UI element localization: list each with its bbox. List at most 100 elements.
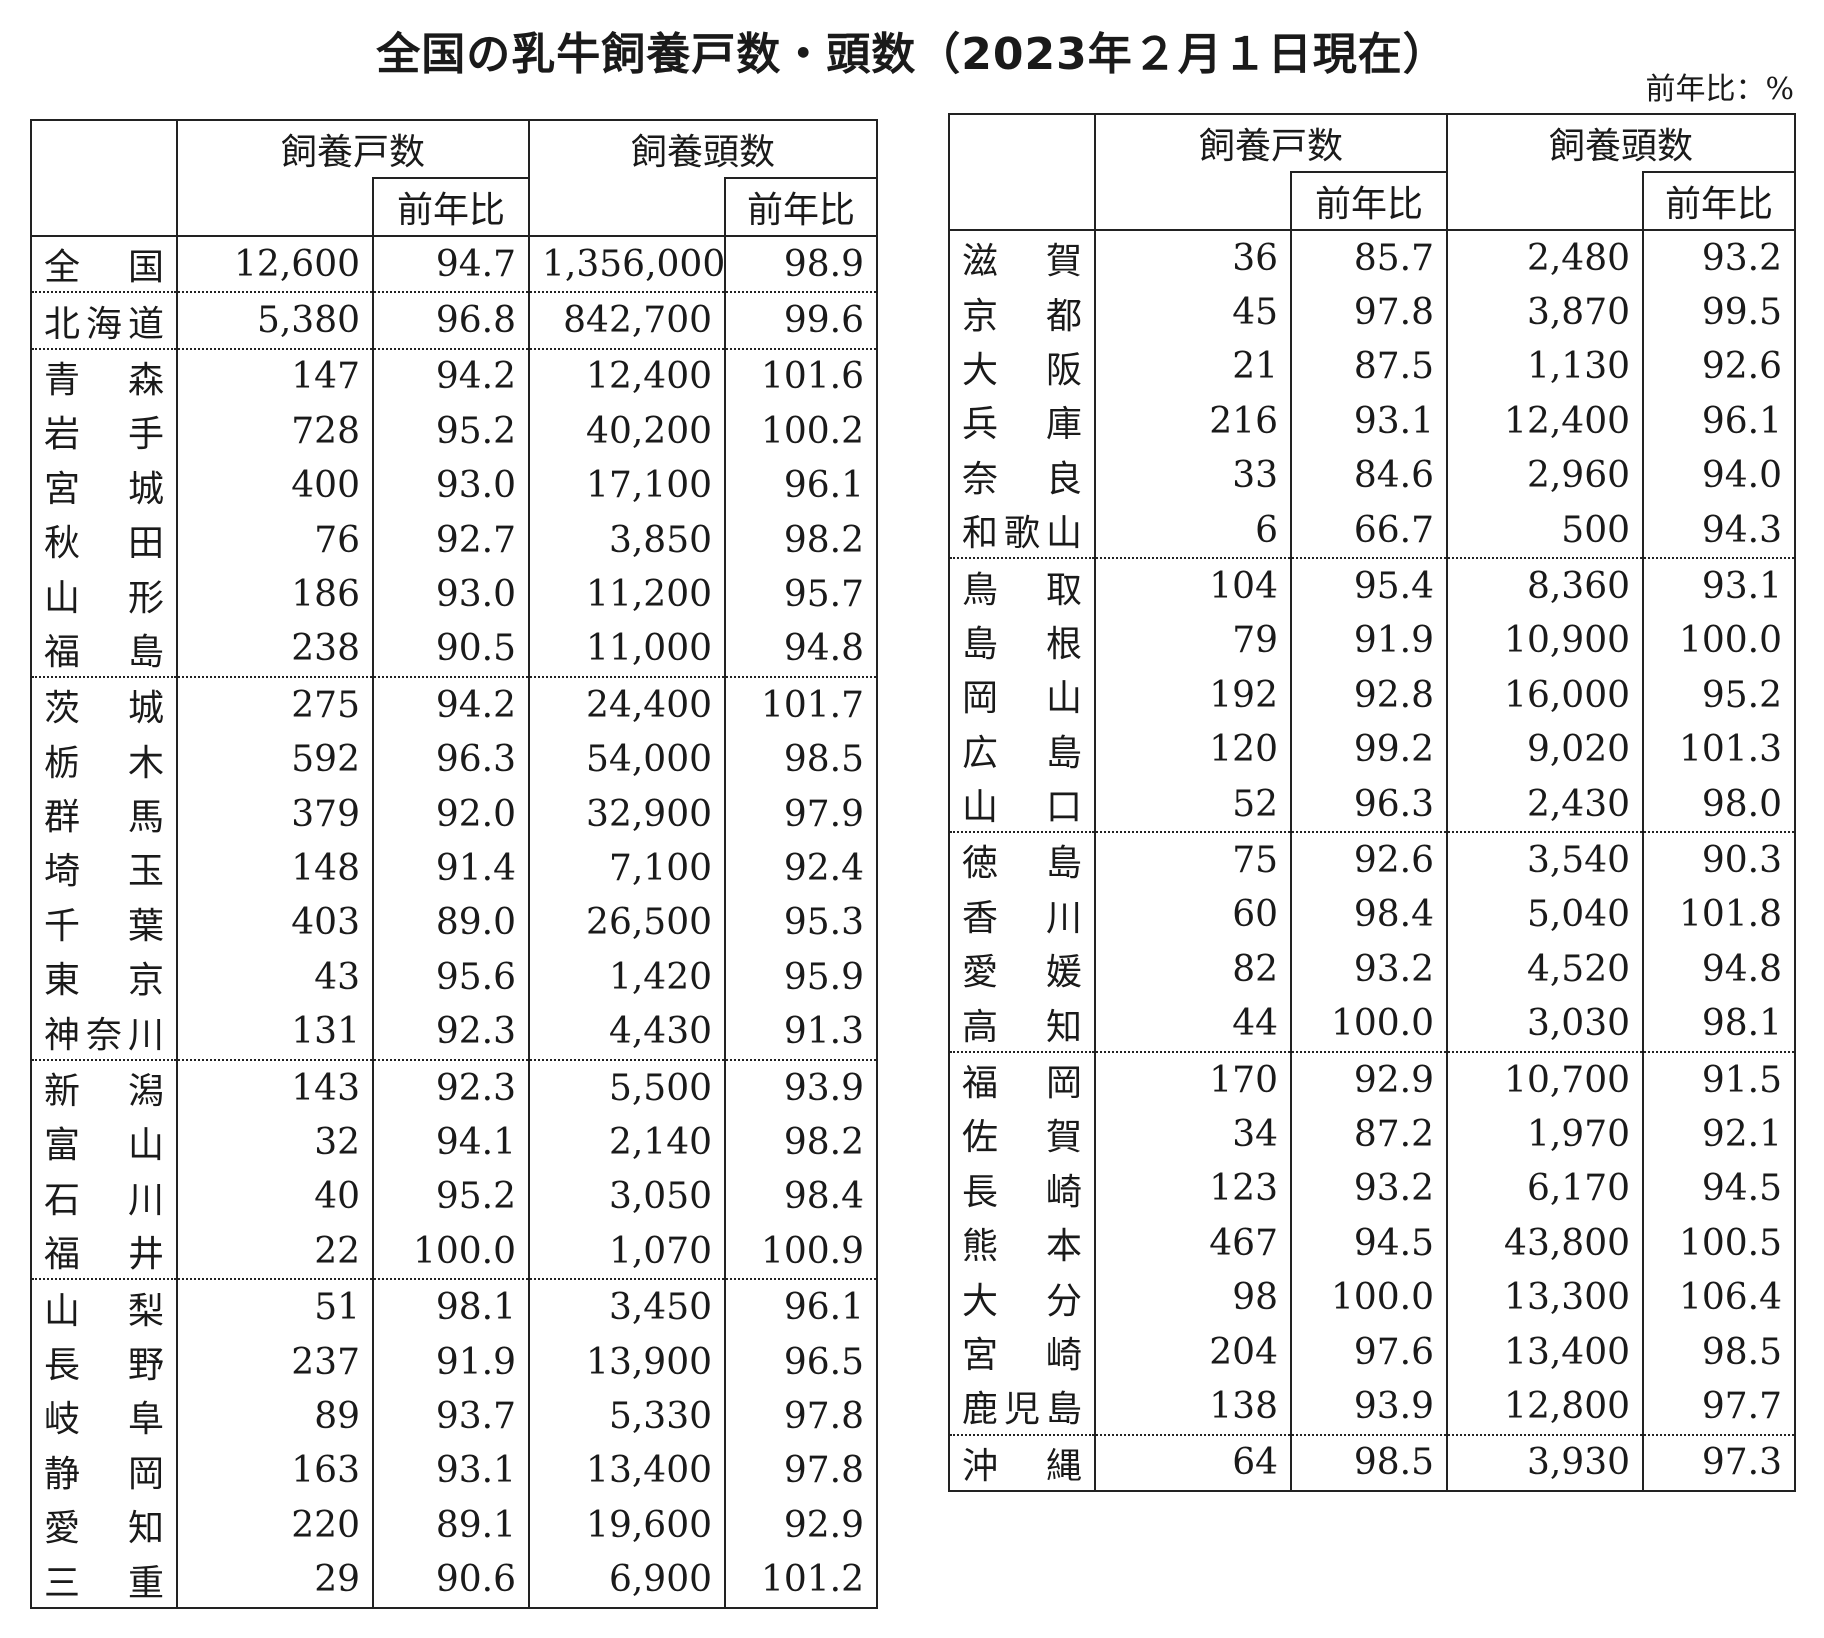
head-count: 54,000: [528, 732, 727, 787]
farms-count: 82: [1094, 942, 1292, 997]
head-yoy: 94.8: [724, 621, 879, 678]
head-yoy-header: 前年比: [1642, 171, 1797, 231]
farms-yoy: 96.8: [371, 291, 531, 349]
table-row: 和歌山 6 66.7 500 94.3: [948, 502, 1797, 559]
farms-count: 98: [1094, 1270, 1292, 1325]
page-title: 全国の乳牛飼養戸数・頭数（2023年２月１日現在）: [376, 29, 1448, 80]
farms-count: 60: [1094, 887, 1292, 943]
farms-yoy: 98.1: [371, 1278, 531, 1335]
farms-yoy: 94.1: [371, 1115, 531, 1170]
head-yoy: 99.5: [1642, 285, 1797, 340]
farms-count: 592: [176, 732, 374, 787]
head-yoy: 95.3: [724, 895, 879, 951]
farms-yoy: 90.6: [371, 1552, 531, 1608]
farms-count: 89: [176, 1389, 374, 1444]
head-count: 11,200: [528, 567, 727, 622]
farms-yoy: 84.6: [1289, 448, 1449, 503]
table-row: 岩 手 728 95.2 40,200 100.2: [30, 404, 879, 459]
farms-yoy: 100.0: [371, 1224, 531, 1280]
prefecture-name: 奈 良: [948, 448, 1096, 503]
farms-yoy-header: 前年比: [1289, 171, 1449, 231]
head-yoy: 94.0: [1642, 448, 1797, 503]
prefecture-name: 宮 城: [30, 458, 178, 513]
farms-count: 52: [1094, 776, 1292, 833]
farms-yoy: 97.8: [1289, 285, 1449, 340]
farms-count: 43: [176, 950, 374, 1005]
table-row: 宮 崎 204 97.6 13,400 98.5: [948, 1324, 1797, 1380]
head-count: 16,000: [1446, 668, 1645, 723]
prefecture-name: 岐 阜: [30, 1389, 178, 1444]
table-row: 広 島 120 99.2 9,020 101.3: [948, 722, 1797, 777]
farms-count: 34: [1094, 1107, 1292, 1162]
head-count: 1,130: [1446, 339, 1645, 395]
head-yoy: 101.3: [1642, 722, 1797, 777]
prefecture-name: 京 都: [948, 285, 1096, 340]
table-row: 富 山 32 94.1 2,140 98.2: [30, 1115, 879, 1170]
head-yoy: 98.4: [724, 1169, 879, 1225]
head-count: 2,140: [528, 1115, 727, 1170]
corner-cell: [948, 114, 1096, 231]
prefecture-name: 茨 城: [30, 676, 178, 733]
farms-count: 728: [176, 404, 374, 459]
farms-count: 6: [1094, 502, 1292, 559]
farms-count: 237: [176, 1334, 374, 1390]
head-yoy: 96.1: [724, 458, 879, 513]
farms-count: 186: [176, 567, 374, 622]
prefecture-name: 広 島: [948, 722, 1096, 777]
prefecture-name: 愛 媛: [948, 942, 1096, 997]
table-row: 福 島 238 90.5 11,000 94.8: [30, 621, 879, 678]
farms-yoy: 93.0: [371, 567, 531, 622]
table-row: 島 根 79 91.9 10,900 100.0: [948, 613, 1797, 669]
head-count: 17,100: [528, 458, 727, 513]
farms-count: 22: [176, 1224, 374, 1280]
table-row: 徳 島 75 92.6 3,540 90.3: [948, 831, 1797, 888]
head-count: 32,900: [528, 786, 727, 842]
farms-count: 76: [176, 512, 374, 568]
farms-count: 238: [176, 621, 374, 678]
head-yoy: 101.6: [724, 347, 879, 405]
prefecture-name: 福 井: [30, 1224, 178, 1280]
prefecture-name: 福 岡: [948, 1050, 1096, 1108]
head-yoy-header: 前年比: [724, 177, 879, 237]
head-yoy: 95.7: [724, 567, 879, 622]
farms-header: 飼養戸数: [175, 120, 531, 178]
farms-yoy: 92.3: [371, 1004, 531, 1060]
farms-count: 379: [176, 786, 374, 842]
farms-yoy: 97.6: [1289, 1324, 1449, 1380]
head-count: 2,430: [1446, 776, 1645, 833]
prefecture-name: 群 馬: [30, 786, 178, 842]
table-row: 沖 縄 64 98.5 3,930 97.3: [948, 1433, 1797, 1491]
head-count: 7,100: [528, 841, 727, 896]
head-yoy: 97.3: [1642, 1433, 1797, 1491]
head-count: 3,930: [1446, 1433, 1645, 1491]
farms-count: 5,380: [176, 291, 374, 349]
farms-header: 飼養戸数: [1093, 114, 1449, 172]
prefecture-name: 秋 田: [30, 512, 178, 568]
table-row: 静 岡 163 93.1 13,400 97.8: [30, 1443, 879, 1498]
head-header: 飼養頭数: [528, 120, 879, 178]
table-row: 山 形 186 93.0 11,200 95.7: [30, 567, 879, 622]
head-yoy: 98.9: [724, 236, 879, 293]
table-row: 三 重 29 90.6 6,900 101.2: [30, 1552, 879, 1608]
head-yoy: 95.2: [1642, 668, 1797, 723]
head-count: 5,500: [528, 1058, 727, 1116]
head-yoy: 100.9: [724, 1224, 879, 1280]
farms-count: 45: [1094, 285, 1292, 340]
head-yoy: 97.8: [724, 1389, 879, 1444]
table-row: 鹿児島 138 93.9 12,800 97.7: [948, 1379, 1797, 1435]
head-count: 40,200: [528, 404, 727, 459]
head-yoy: 94.8: [1642, 942, 1797, 997]
farms-yoy: 94.2: [371, 347, 531, 405]
head-yoy: 91.3: [724, 1004, 879, 1060]
head-yoy: 91.5: [1642, 1050, 1797, 1108]
left-table-body: 全 国 12,600 94.7 1,356,000 98.9 北海道 5,380 96.8 84…: [30, 236, 879, 1608]
head-count: 12,400: [1446, 394, 1645, 449]
farms-count: 400: [176, 458, 374, 513]
head-count: 2,960: [1446, 448, 1645, 503]
prefecture-name: 熊 本: [948, 1216, 1096, 1271]
head-yoy: 93.9: [724, 1058, 879, 1116]
table-row: 高 知 44 100.0 3,030 98.1: [948, 996, 1797, 1052]
prefecture-name: 大 阪: [948, 339, 1096, 395]
head-count: 13,400: [1446, 1324, 1645, 1380]
